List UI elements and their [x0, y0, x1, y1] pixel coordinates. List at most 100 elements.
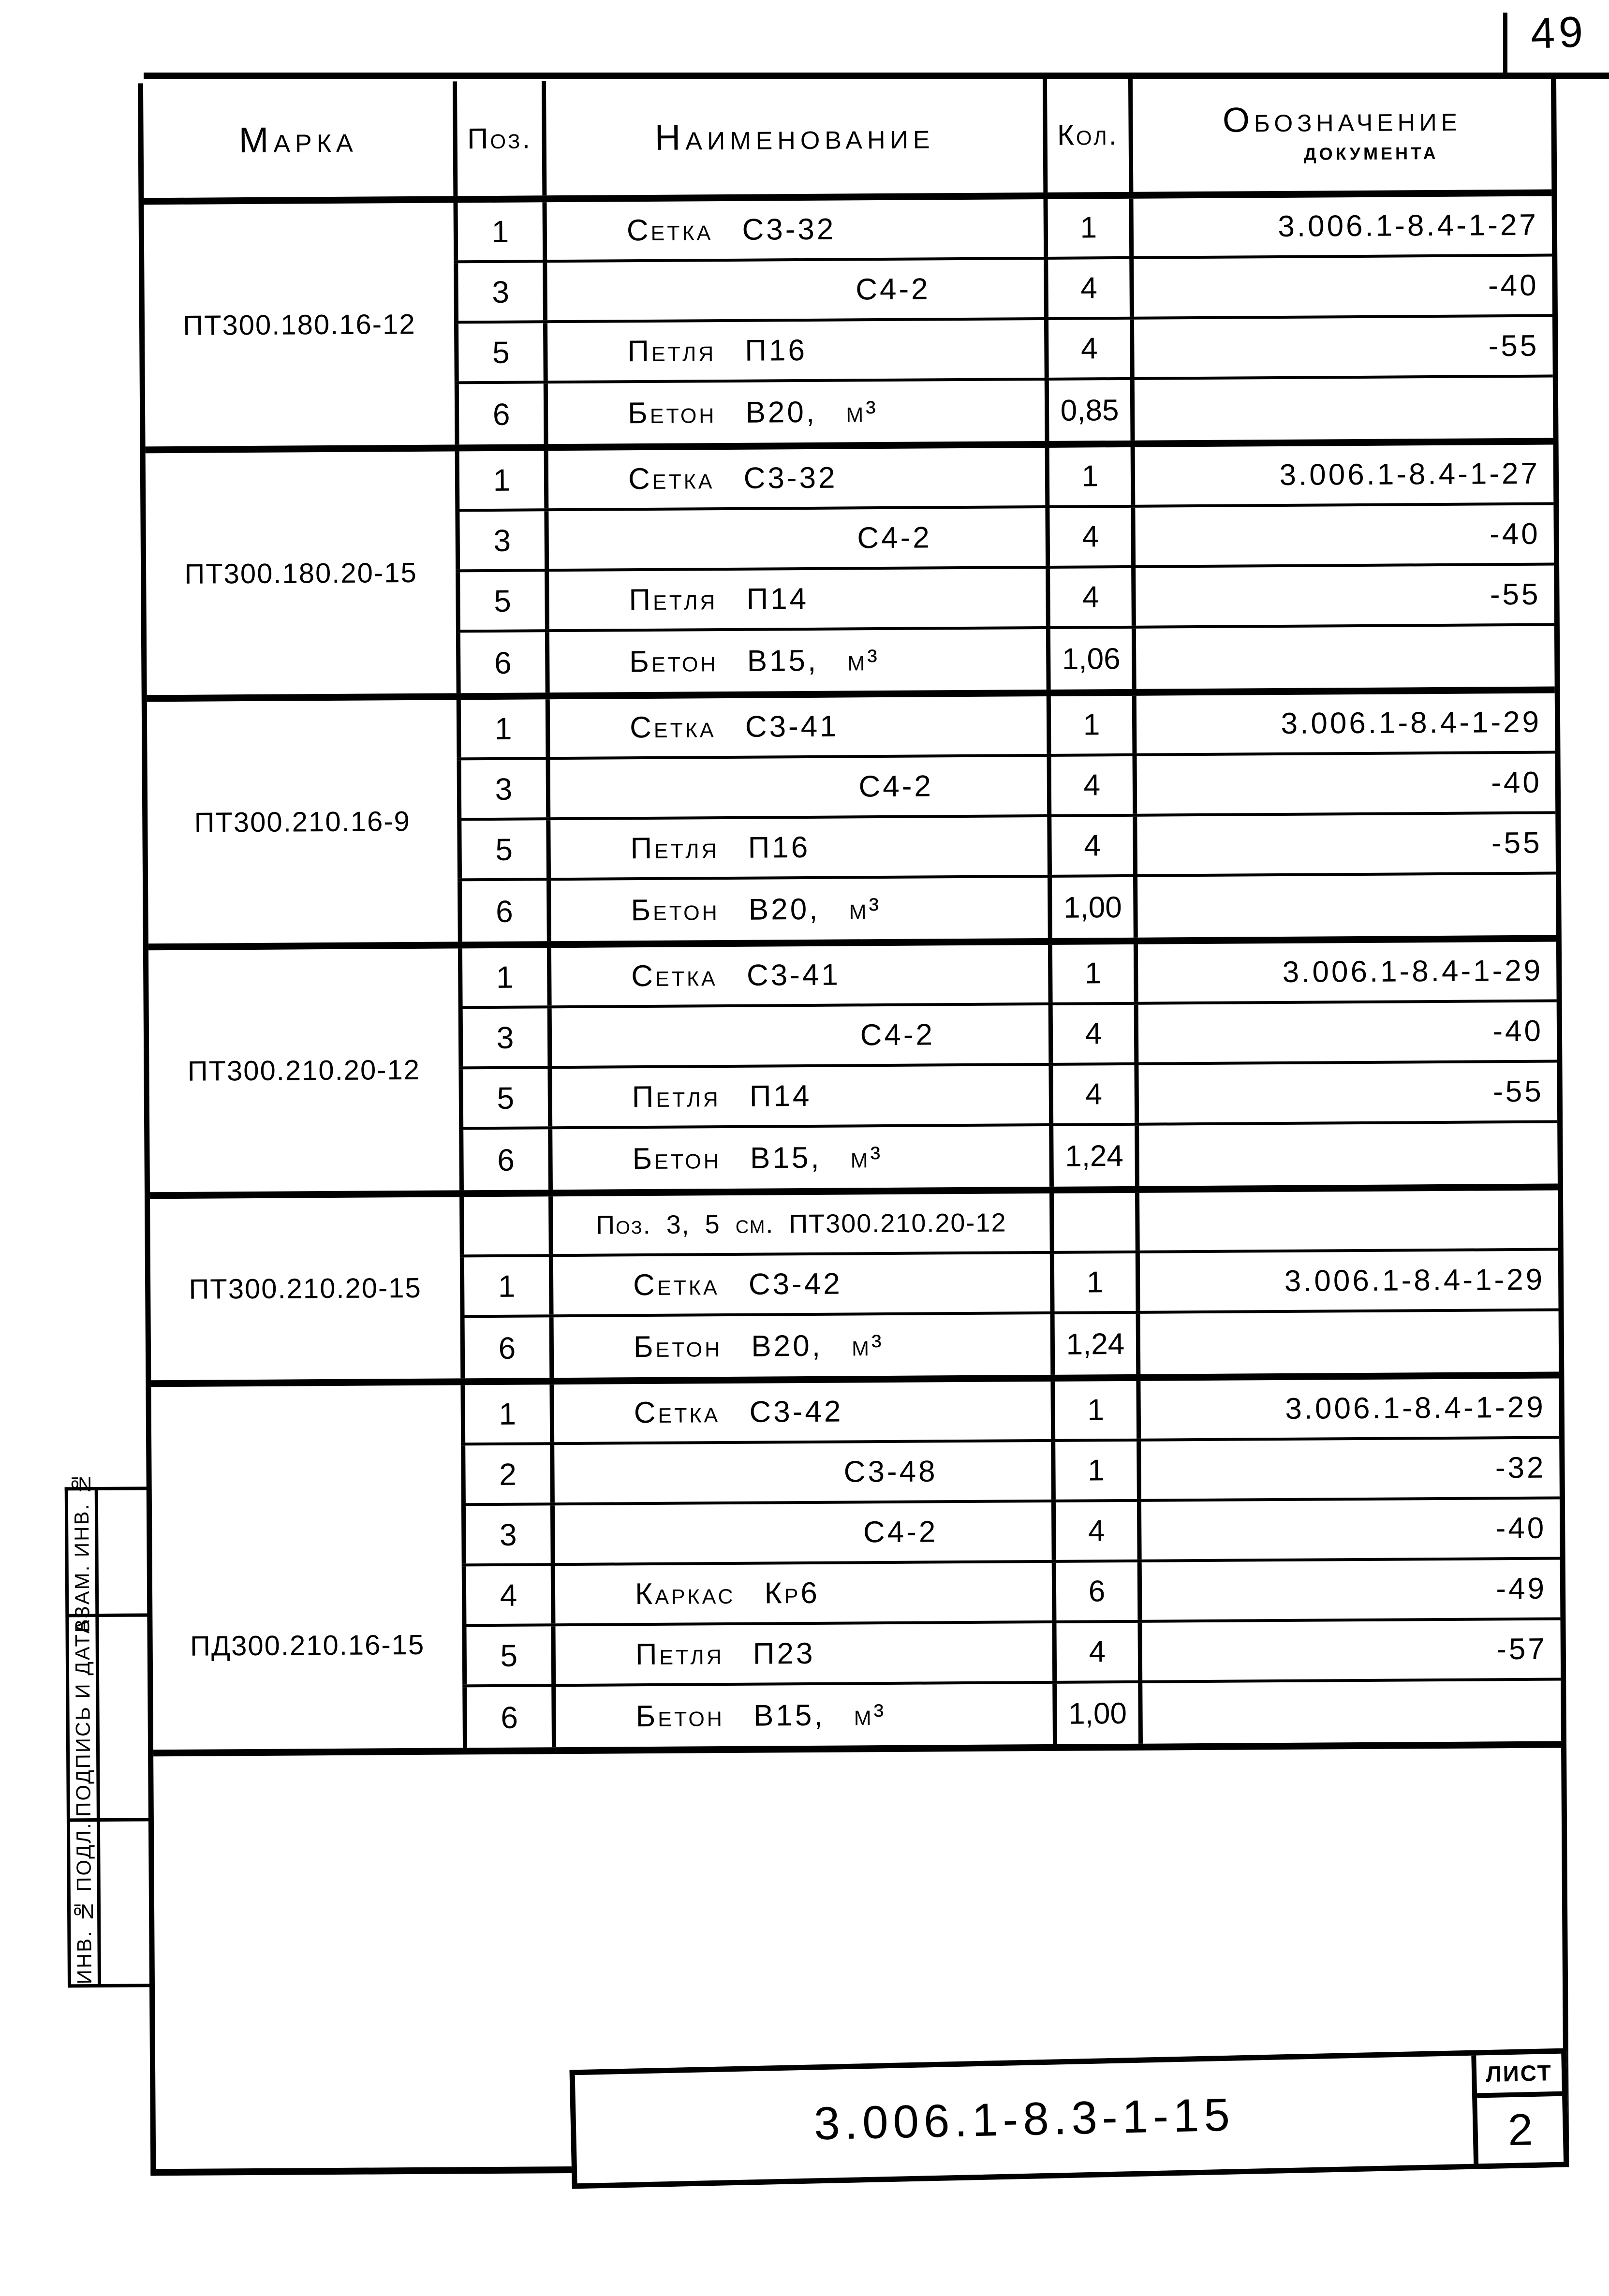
qty-value: 0,85 — [1060, 394, 1119, 427]
group-rows: 1 Сетка С3-41 1 3.006.1-8.4-1-29 3 С4-2 … — [458, 942, 1558, 1191]
pos-value: 3 — [495, 771, 513, 807]
header-qty: Кол. — [1042, 77, 1129, 192]
name-value: С4-2 — [856, 272, 930, 307]
name-value: Петля П14 — [632, 1079, 812, 1114]
qty-value: 4 — [1089, 1635, 1106, 1669]
pos-cell: 6 — [459, 1129, 548, 1191]
doc-cell: 3.006.1-8.4-1-29 — [1133, 942, 1557, 1002]
name-value: Каркас Кр6 — [635, 1576, 820, 1611]
doc-cell — [1135, 1123, 1558, 1186]
stamp-row: ВЗАМ. ИНВ. № — [68, 1472, 149, 1633]
frame-top-line — [144, 73, 1609, 79]
doc-value: -57 — [1496, 1632, 1548, 1666]
doc-cell: -55 — [1129, 317, 1553, 377]
qty-value: 1 — [1084, 957, 1102, 990]
qty-value: 1,00 — [1068, 1696, 1127, 1731]
table-row: 5 Петля П14 4 -55 — [458, 1062, 1558, 1130]
name-value: Сетка С3-32 — [626, 212, 836, 248]
name-cell: Поз. 3, 5 см. ПТ300.210.20-12 — [548, 1193, 1050, 1254]
doc-cell — [1131, 626, 1555, 689]
doc-cell: -40 — [1131, 505, 1554, 565]
table-row: 1 Сетка С3-41 1 3.006.1-8.4-1-29 — [458, 942, 1557, 1009]
name-cell: С4-2 — [550, 1502, 1052, 1563]
qty-value: 4 — [1088, 1514, 1105, 1548]
header-pos: Поз. — [452, 81, 543, 196]
stamp-row: ИНВ. № ПОДЛ. — [70, 1821, 151, 1985]
mark-label: ПТ300.180.16-12 — [183, 308, 416, 341]
stamp-empty-cell — [100, 1821, 151, 1984]
header-mark: Марка — [238, 119, 358, 161]
name-cell: Сетка С3-41 — [545, 696, 1047, 757]
pos-cell: 5 — [456, 572, 545, 630]
qty-value: 1,24 — [1066, 1327, 1125, 1361]
name-cell: Бетон В15, м³ — [551, 1683, 1053, 1748]
doc-value: -40 — [1491, 765, 1542, 800]
table-row: 1 Сетка С3-32 1 3.006.1-8.4-1-27 — [455, 444, 1554, 512]
doc-cell — [1138, 1680, 1561, 1744]
qty-value: 1,06 — [1062, 642, 1121, 676]
table-row: 6 Бетон В20, м³ 0,85 — [454, 377, 1553, 445]
qty-cell: 4 — [1044, 259, 1130, 317]
header-doc: Обозначение документа — [1128, 74, 1552, 192]
spec-group: ПТ300.210.16-9 1 Сетка С3-41 1 3.006.1-8… — [147, 693, 1556, 951]
margin-stamp: ВЗАМ. ИНВ. № ПОДПИСЬ И ДАТА ИНВ. № ПОДЛ. — [64, 1472, 151, 1988]
stamp-label-cell: ИНВ. № ПОДЛ. — [70, 1821, 101, 1985]
qty-value: 1,00 — [1063, 891, 1122, 925]
spec-group: ПТ300.180.16-12 1 Сетка С3-32 1 3.006.1-… — [144, 196, 1553, 454]
doc-cell: -57 — [1137, 1620, 1561, 1680]
doc-value: -55 — [1492, 1074, 1544, 1109]
name-cell: Бетон В20, м³ — [543, 380, 1045, 444]
mark-label: ПТ300.210.20-12 — [187, 1054, 421, 1087]
mark-label: ПТ300.210.16-9 — [194, 805, 411, 839]
stamp-row: ПОДПИСЬ И ДАТА — [69, 1617, 150, 1822]
pos-cell — [459, 1196, 549, 1255]
qty-value: 4 — [1085, 1077, 1103, 1111]
doc-value: -55 — [1490, 577, 1541, 612]
pos-value: 3 — [499, 1517, 517, 1552]
pos-value: 1 — [494, 711, 512, 746]
qty-value: 4 — [1084, 829, 1101, 863]
qty-cell: 1,24 — [1050, 1313, 1137, 1375]
qty-value: 4 — [1085, 1017, 1102, 1051]
name-value: С3-48 — [843, 1455, 938, 1489]
qty-cell: 1 — [1048, 944, 1134, 1002]
name-cell: Сетка С3-32 — [544, 447, 1046, 509]
pos-cell: 1 — [453, 202, 543, 261]
mark-label: ПД300.210.16-15 — [190, 1629, 425, 1662]
qty-cell: 1,00 — [1052, 1683, 1138, 1744]
table-row: 3 С4-2 4 -40 — [454, 256, 1552, 324]
name-cell: Бетон В20, м³ — [546, 877, 1048, 942]
name-cell: Петля П14 — [545, 568, 1046, 630]
pos-value: 3 — [493, 523, 511, 558]
qty-value: 1 — [1086, 1266, 1104, 1299]
doc-value: 3.006.1-8.4-1-27 — [1279, 456, 1540, 492]
name-cell: Сетка С3-41 — [546, 944, 1048, 1006]
spec-table: Марка Поз. Наименование Кол. Обозначение… — [137, 74, 1569, 2176]
name-cell: Сетка С3-32 — [542, 199, 1044, 260]
group-rows: 1 Сетка С3-41 1 3.006.1-8.4-1-29 3 С4-2 … — [456, 693, 1556, 942]
pos-value: 2 — [499, 1457, 517, 1492]
table-row: 1 Сетка С3-42 1 3.006.1-8.4-1-29 — [460, 1378, 1560, 1446]
stamp-label-inv: ИНВ. № ПОДЛ. — [72, 1821, 96, 1985]
stamp-empty-cell — [98, 1490, 149, 1614]
mark-label: ПТ300.210.20-15 — [189, 1272, 422, 1305]
name-value: Бетон В20, м³ — [633, 1329, 884, 1364]
name-value: С4-2 — [863, 1515, 938, 1549]
qty-cell: 4 — [1051, 1501, 1137, 1560]
table-body: ПТ300.180.16-12 1 Сетка С3-32 1 3.006.1-… — [144, 196, 1562, 1757]
header-doc-line1: Обозначение — [1222, 100, 1462, 140]
group-rows: Поз. 3, 5 см. ПТ300.210.20-12 1 Сетка С3… — [459, 1190, 1559, 1379]
doc-value: 3.006.1-8.4-1-27 — [1278, 208, 1539, 244]
table-row: 3 С4-2 4 -40 — [461, 1499, 1560, 1567]
qty-cell: 0,85 — [1044, 380, 1131, 441]
pos-value: 5 — [494, 583, 512, 618]
qty-value: 1 — [1088, 1454, 1105, 1487]
doc-cell: -40 — [1129, 256, 1552, 317]
table-row: 5 Петля П16 4 -55 — [454, 317, 1553, 384]
name-cell: Бетон В20, м³ — [549, 1314, 1051, 1378]
pos-value: 1 — [499, 1396, 517, 1431]
pos-value: 5 — [492, 335, 510, 370]
pos-cell: 6 — [456, 632, 546, 693]
